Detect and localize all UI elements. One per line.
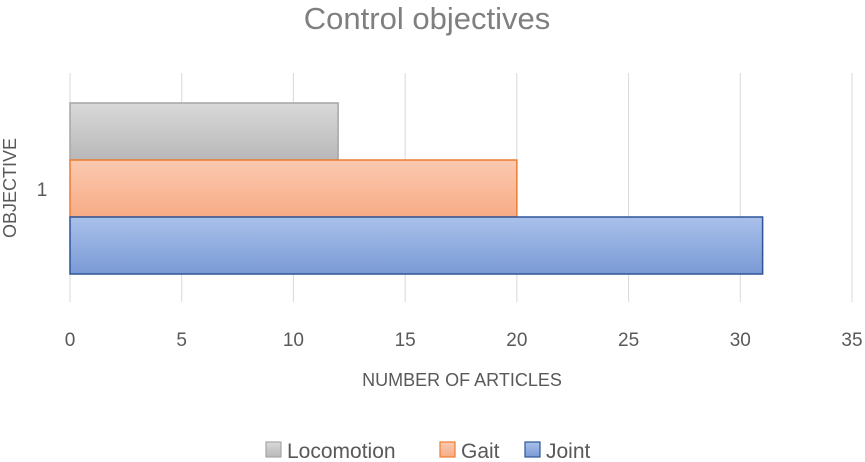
- bars: [69, 102, 764, 275]
- x-tick-label: 30: [730, 330, 751, 351]
- y-axis-label: OBJECTIVE: [0, 138, 20, 238]
- legend-swatch-locomotion: [265, 441, 282, 458]
- legend-swatch-gait: [439, 441, 456, 458]
- legend-label-locomotion: Locomotion: [287, 440, 396, 462]
- x-tick-label: 0: [65, 330, 76, 351]
- legend-label-gait: Gait: [461, 440, 500, 462]
- bar-locomotion: [69, 102, 339, 161]
- x-axis-label: NUMBER OF ARTICLES: [362, 370, 562, 390]
- legend-label-joint: Joint: [546, 440, 591, 462]
- bar-joint: [69, 216, 764, 275]
- x-tick-label: 15: [395, 330, 416, 351]
- y-axis-ticks: 1: [37, 180, 48, 201]
- legend-swatch-joint: [524, 441, 541, 458]
- y-tick-label: 1: [37, 180, 48, 201]
- x-tick-label: 10: [283, 330, 304, 351]
- x-tick-label: 5: [176, 330, 187, 351]
- x-tick-label: 25: [618, 330, 639, 351]
- bar-gait: [69, 159, 518, 218]
- x-axis-ticks: 0 5 10 15 20 25 30 35: [65, 330, 863, 351]
- legend: Locomotion Gait Joint: [265, 440, 591, 462]
- chart-title: Control objectives: [304, 1, 550, 36]
- x-tick-label: 35: [841, 330, 862, 351]
- x-tick-label: 20: [506, 330, 527, 351]
